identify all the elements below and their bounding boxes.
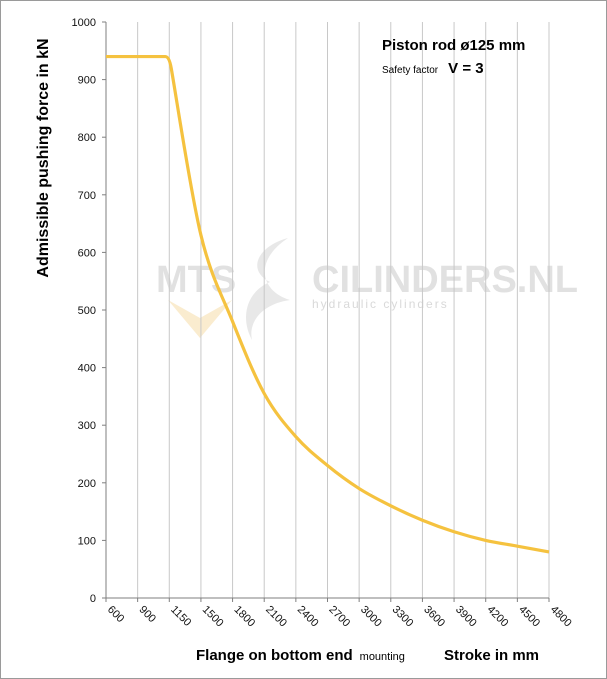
x-tick-label-900: 900 [137, 604, 158, 625]
y-tick-labels: 0 100 200 300 400 500 600 700 800 900 1000 [72, 17, 106, 605]
watermark-sub-text: hydraulic cylinders [312, 297, 449, 311]
x-tick-label-4500: 4500 [516, 604, 542, 630]
y-tick-label-300: 300 [78, 420, 96, 432]
annotation-safety: Safety factor V = 3 [382, 60, 484, 77]
x-tick-label-4200: 4200 [485, 604, 511, 630]
watermark-chevron-icon [168, 300, 232, 338]
y-axis-label: Admissible pushing force in kN [35, 38, 52, 277]
grid-lines [137, 22, 550, 598]
y-tick-label-0: 0 [90, 593, 96, 605]
y-tick-label-400: 400 [78, 363, 96, 375]
x-axis-label: Flange on bottom end mounting [196, 647, 405, 664]
x-tick-label-3000: 3000 [358, 604, 384, 630]
x-tick-label-3900: 3900 [453, 604, 479, 630]
x-tick-label-3600: 3600 [421, 604, 447, 630]
x-tick-label-1800: 1800 [231, 604, 257, 630]
series-group [105, 54, 550, 554]
y-tick-label-800: 800 [78, 132, 96, 144]
annotation-safety-label: Safety factor [382, 65, 439, 76]
watermark-right-text: CILINDERS.NL [312, 259, 578, 301]
x-tick-label-1150: 1150 [168, 604, 193, 629]
x-tick-label-1500: 1500 [200, 604, 226, 630]
y-tick-label-600: 600 [78, 247, 96, 259]
x-tick-label-600: 600 [105, 604, 126, 625]
x-axis-label-main: Flange on bottom end [196, 647, 353, 664]
y-tick-label-1000: 1000 [72, 17, 96, 29]
x-tick-label-2700: 2700 [326, 604, 352, 630]
x-axis-unit-label: Stroke in mm [444, 647, 539, 664]
watermark-swirl-icon [246, 238, 290, 340]
annotation-piston-rod: Piston rod ø125 mm [382, 37, 525, 54]
annotation-safety-value: V = 3 [448, 60, 483, 77]
x-tick-label-3300: 3300 [390, 604, 416, 630]
y-tick-label-200: 200 [78, 478, 96, 490]
x-axis-label-small: mounting [360, 651, 405, 663]
y-tick-label-500: 500 [78, 305, 96, 317]
y-tick-label-100: 100 [78, 535, 96, 547]
watermark-left-text: MTS [156, 259, 236, 301]
series-line-0 [106, 54, 550, 554]
y-tick-label-700: 700 [78, 190, 96, 202]
x-tick-label-2100: 2100 [263, 604, 289, 630]
y-tick-label-900: 900 [78, 75, 96, 87]
x-tick-label-4800: 4800 [548, 604, 574, 630]
x-tick-labels: 600 900 1150 1500 1800 2100 2400 2700 3000 3300 36… [105, 598, 574, 629]
x-tick-label-2400: 2400 [295, 604, 321, 630]
